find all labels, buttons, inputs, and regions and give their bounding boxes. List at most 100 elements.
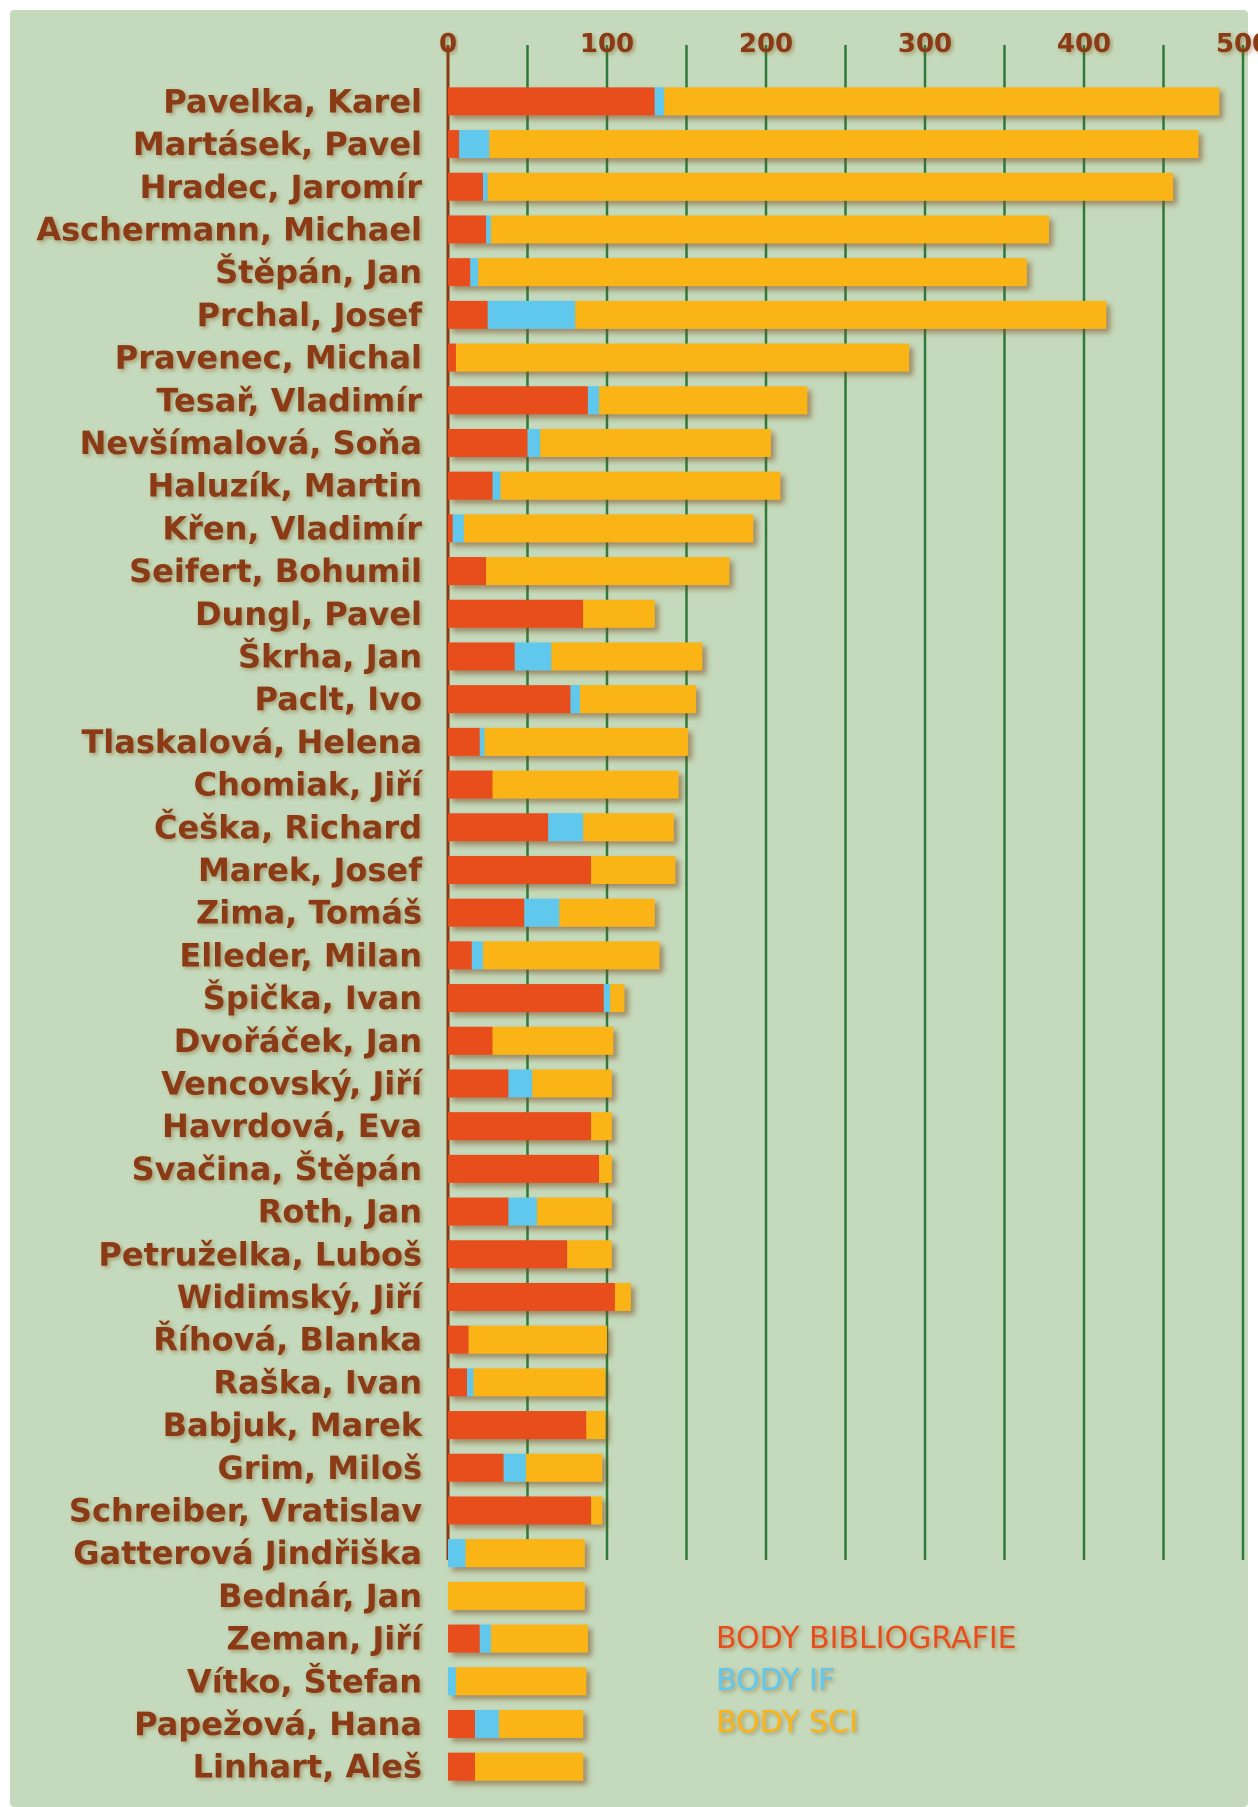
bar-segment (463, 514, 754, 543)
bar-stack (448, 1752, 584, 1781)
bar-segment (448, 343, 456, 372)
legend-entry: BODY BIBLIOGRAFIE (716, 1621, 1017, 1656)
legend-entry: BODY IF (716, 1663, 835, 1698)
bar-segment (467, 1368, 474, 1397)
bar-stack (448, 343, 910, 372)
category-label: Elleder, Milan (179, 936, 422, 974)
bar-segment (448, 1240, 568, 1269)
category-label: Zima, Tomáš (196, 894, 422, 932)
bar-segment (448, 1282, 615, 1311)
bar-segment (540, 428, 771, 457)
bar-segment (448, 215, 487, 244)
bar-segment (448, 1325, 469, 1354)
category-label: Seifert, Bohumil (129, 552, 422, 590)
category-label: Schreiber, Vratislav (69, 1491, 422, 1529)
bar-segment (489, 130, 1199, 159)
bar-stack (448, 1496, 603, 1525)
bar-segment (508, 1197, 538, 1226)
bar-stack (448, 984, 625, 1013)
bar-segment (448, 855, 592, 884)
x-tick-label: 500 (1216, 29, 1258, 59)
bar-segment (498, 1709, 584, 1738)
bar-segment (448, 770, 493, 799)
x-tick-label: 100 (580, 29, 634, 59)
bar-segment (479, 1624, 491, 1653)
bar-segment (492, 471, 501, 500)
bar-stack (448, 1667, 587, 1696)
bar-stack (448, 300, 1107, 329)
bar-segment (475, 1752, 584, 1781)
category-label: Říhová, Blanka (153, 1321, 422, 1359)
bar-segment (448, 258, 471, 287)
bar-segment (448, 172, 483, 201)
bar-segment (448, 1154, 600, 1183)
x-tick-label: 400 (1057, 29, 1111, 59)
bar-stack (448, 172, 1174, 201)
bar-segment (500, 471, 781, 500)
category-label: Nevšímalová, Soňa (80, 424, 422, 462)
category-label: Widimský, Jiří (177, 1278, 424, 1316)
bar-stack (448, 1282, 631, 1311)
bar-segment (599, 386, 808, 415)
bar-stack (448, 1197, 612, 1226)
category-label: Vítko, Štefan (187, 1661, 422, 1700)
bar-stack (448, 941, 660, 970)
bar-segment (492, 1026, 614, 1055)
bar-segment (448, 813, 549, 842)
bar-segment (482, 941, 660, 970)
bar-segment (503, 1453, 526, 1482)
bar-stack (448, 898, 655, 927)
bar-segment (610, 984, 625, 1013)
bar-segment (575, 300, 1107, 329)
bar-segment (583, 813, 674, 842)
category-label: Martásek, Pavel (133, 125, 422, 163)
bar-segment (473, 1368, 606, 1397)
bar-segment (492, 770, 679, 799)
bar-segment (468, 1325, 607, 1354)
bar-segment (448, 1411, 587, 1440)
bar-segment (452, 514, 464, 543)
x-axis-ticks: 0 100 200 300 400 500 (439, 29, 1258, 59)
bar-stack (448, 813, 674, 842)
bar-segment (486, 557, 730, 586)
bar-segment (448, 428, 528, 457)
category-label: Papežová, Hana (134, 1705, 422, 1743)
bar-segment (524, 898, 560, 927)
category-label: Pavelka, Karel (163, 82, 422, 120)
category-label: Pravenec, Michal (115, 339, 422, 377)
category-label: Svačina, Štěpán (132, 1149, 422, 1188)
bar-stack (448, 642, 703, 671)
bar-stack (448, 1112, 612, 1141)
category-label: Špička, Ivan (203, 978, 422, 1017)
bar-stack (448, 1240, 612, 1269)
bars (448, 87, 1220, 1781)
category-labels: Pavelka, Karel Martásek, Pavel Hradec, Jar… (36, 82, 424, 1785)
bar-segment (448, 984, 604, 1013)
category-label: Roth, Jan (258, 1193, 422, 1231)
bar-segment (508, 1069, 533, 1098)
bar-segment (559, 898, 655, 927)
category-label: Prchal, Josef (197, 296, 423, 334)
bar-segment (551, 642, 703, 671)
x-tick-label: 0 (439, 29, 457, 59)
category-label: Češka, Richard (154, 807, 422, 846)
bar-segment (487, 172, 1174, 201)
bar-stack (448, 1368, 606, 1397)
bar-segment (482, 172, 488, 201)
category-label: Marek, Josef (198, 851, 423, 889)
bar-stack (448, 1069, 612, 1098)
x-tick-label: 200 (739, 29, 793, 59)
bar-segment (591, 1112, 612, 1141)
bar-segment (448, 898, 525, 927)
bar-segment (599, 1154, 612, 1183)
bar-segment (654, 87, 665, 116)
bar-segment (448, 1496, 592, 1525)
category-label: Dvořáček, Jan (174, 1022, 422, 1060)
bar-stack (448, 727, 689, 756)
bar-segment (570, 685, 580, 714)
bar-stack (448, 1026, 614, 1055)
bar-segment (448, 130, 460, 159)
bar-stack (448, 685, 697, 714)
bar-segment (471, 941, 483, 970)
